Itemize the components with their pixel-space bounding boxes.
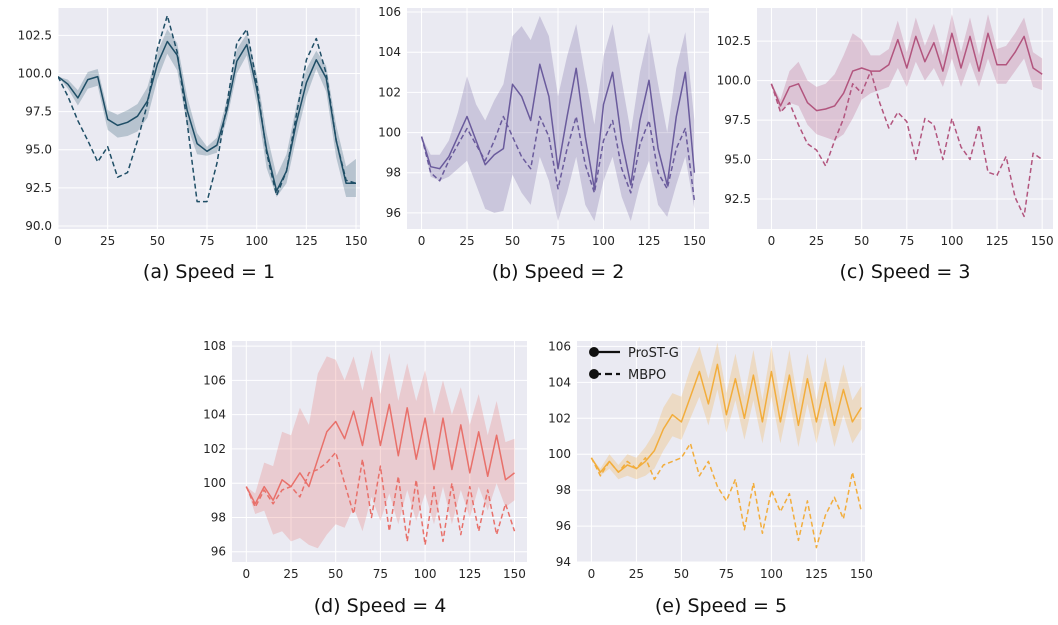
plot-area [757, 8, 1053, 229]
y-tick-label: 102.5 [717, 34, 751, 48]
plot-area [577, 341, 865, 562]
y-tick-label: 102 [378, 85, 401, 99]
x-tick-label: 125 [295, 234, 318, 248]
y-tick-label: 90.0 [25, 219, 52, 233]
chart-panel-5: 0 25 50 75 100 125 150 94 96 98 100 102 104 106 (e) Sp… [548, 339, 873, 617]
x-tick-label: 150 [503, 567, 526, 581]
x-tick-label: 75 [550, 234, 565, 248]
x-tick-label: 125 [638, 234, 661, 248]
x-tick-label: 0 [54, 234, 62, 248]
y-tick-label: 100.0 [717, 74, 751, 88]
chart-panel-4: 0 25 50 75 100 125 150 96 98 100 102 104 106 108 (d) S… [203, 339, 527, 617]
legend-label: ProST-G [628, 346, 679, 361]
x-tick-label: 100 [760, 567, 783, 581]
y-tick-label: 106 [203, 373, 226, 387]
y-tick-label: 98 [211, 510, 226, 524]
x-tick-label: 150 [345, 234, 368, 248]
y-tick-label: 104 [203, 408, 226, 422]
plot-content [58, 14, 357, 203]
x-tick-label: 75 [719, 567, 734, 581]
x-tick-label: 25 [459, 234, 474, 248]
x-tick-label: 0 [768, 234, 776, 248]
x-tick-label: 25 [283, 567, 298, 581]
y-tick-label: 100 [203, 476, 226, 490]
y-tick-label: 106 [548, 339, 571, 353]
x-tick-label: 75 [373, 567, 388, 581]
chart-panel-2: 0 25 50 75 100 125 150 96 98 100 102 104 106 (b) Spee… [378, 5, 709, 283]
mbpo-line [420, 115, 696, 201]
plot-content [770, 14, 1043, 218]
chart-panel-3: 0 25 50 75 100 125 150 92.5 95.0 97.5 100.0 102.5 (c… [717, 8, 1054, 283]
y-tick-label: 104 [378, 45, 401, 59]
chart-panel-1: 0 25 50 75 100 125 150 90.0 92.5 95.0 97.5 100.0 102… [18, 8, 368, 283]
x-tick-label: 125 [986, 234, 1009, 248]
plot-area [58, 8, 360, 229]
x-tick-label: 25 [629, 567, 644, 581]
x-tick-label: 75 [199, 234, 214, 248]
prost-g-line [58, 40, 356, 192]
x-tick-label: 0 [588, 567, 596, 581]
y-tick-label: 104 [548, 375, 571, 389]
y-tick-label: 102 [203, 442, 226, 456]
x-tick-label: 125 [458, 567, 481, 581]
x-tick-label: 150 [850, 567, 873, 581]
panel-caption: (b) Speed = 2 [492, 261, 625, 283]
x-tick-label: 150 [683, 234, 706, 248]
prost-g-line [770, 32, 1043, 112]
mbpo-line [590, 442, 863, 549]
y-tick-label: 108 [203, 339, 226, 353]
mbpo-line [770, 70, 1043, 218]
x-tick-label: 50 [505, 234, 520, 248]
x-tick-label: 100 [245, 234, 268, 248]
y-tick-label: 92.5 [25, 181, 52, 195]
y-tick-label: 106 [378, 5, 401, 19]
plot-content [590, 342, 863, 549]
y-tick-label: 97.5 [724, 113, 751, 127]
y-tick-label: 98 [386, 166, 401, 180]
y-tick-label: 92.5 [724, 192, 751, 206]
y-tick-label: 94 [556, 555, 571, 569]
x-tick-label: 0 [242, 567, 250, 581]
x-tick-label: 50 [328, 567, 343, 581]
x-tick-label: 100 [414, 567, 437, 581]
panel-caption: (c) Speed = 3 [840, 261, 971, 283]
x-tick-label: 25 [809, 234, 824, 248]
confidence-band [246, 349, 515, 549]
x-tick-label: 125 [805, 567, 828, 581]
y-tick-label: 100 [378, 126, 401, 140]
panel-caption: (d) Speed = 4 [314, 595, 447, 617]
x-tick-label: 25 [100, 234, 115, 248]
y-tick-label: 102.5 [18, 28, 52, 42]
y-tick-label: 95.0 [724, 153, 751, 167]
y-tick-label: 95.0 [25, 143, 52, 157]
mbpo-line [245, 451, 516, 546]
x-tick-label: 50 [854, 234, 869, 248]
y-tick-label: 96 [556, 519, 571, 533]
confidence-band [421, 16, 695, 221]
panel-caption: (a) Speed = 1 [143, 261, 275, 283]
y-tick-label: 98 [556, 483, 571, 497]
legend: ProST-G MBPO [589, 346, 679, 383]
x-tick-label: 100 [592, 234, 615, 248]
x-tick-label: 150 [1031, 234, 1054, 248]
x-tick-label: 50 [150, 234, 165, 248]
x-tick-label: 0 [418, 234, 426, 248]
legend-label: MBPO [628, 368, 666, 383]
prost-g-line [420, 63, 696, 190]
y-tick-label: 96 [386, 206, 401, 220]
x-tick-label: 100 [940, 234, 963, 248]
y-tick-label: 97.5 [25, 105, 52, 119]
mbpo-line [58, 14, 357, 203]
x-tick-label: 50 [674, 567, 689, 581]
confidence-band [771, 14, 1043, 141]
plot-content [420, 16, 696, 221]
plot-content [245, 349, 516, 549]
y-tick-label: 96 [211, 545, 226, 559]
y-tick-label: 100 [548, 447, 571, 461]
panel-caption: (e) Speed = 5 [655, 595, 787, 617]
x-tick-label: 75 [899, 234, 914, 248]
y-tick-label: 102 [548, 411, 571, 425]
y-tick-label: 100.0 [18, 67, 52, 81]
